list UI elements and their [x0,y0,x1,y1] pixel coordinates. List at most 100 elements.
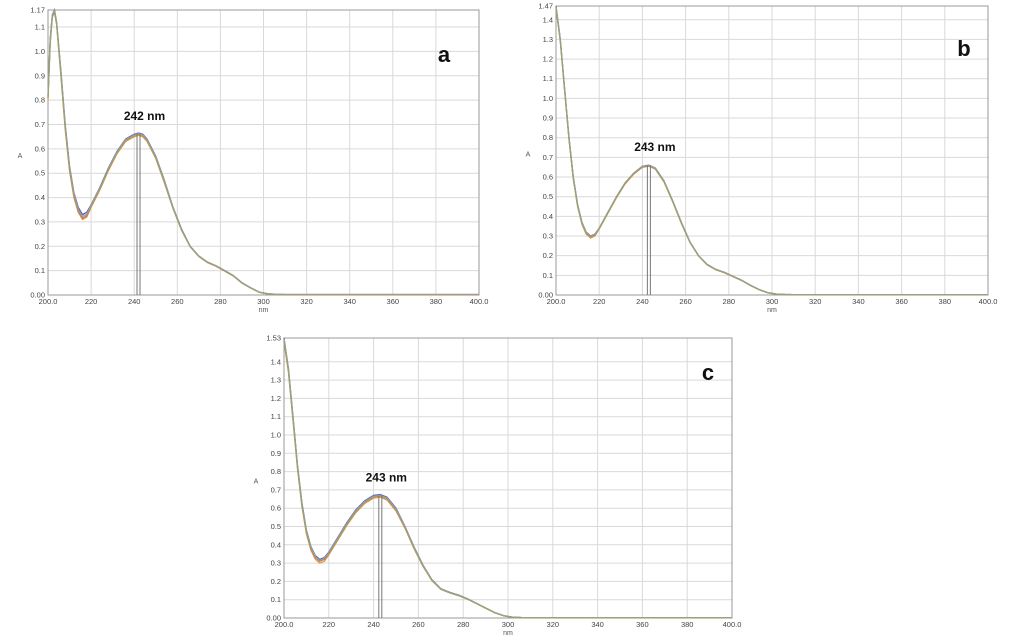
x-axis-label: nm [503,630,513,637]
series-line-c-4 [283,338,732,619]
y-tick-label: 0.5 [271,522,281,531]
grid-a [47,9,480,296]
y-tick-label: 0.6 [543,173,553,182]
x-tick-label: 400.0 [723,620,742,629]
y-tick-label: 0.6 [35,144,45,153]
x-tick-label: 300 [257,297,270,306]
y-tick-label: 0.8 [271,467,281,476]
x-tick-label: 320 [809,297,822,306]
y-tick-label: 0.7 [35,120,45,129]
x-tick-label: 280 [214,297,227,306]
x-axis-label: nm [767,307,777,314]
x-tick-label: 280 [723,297,736,306]
x-tick-label: 340 [343,297,356,306]
chart-panel-a: 200.0 220 240 260 280 300 320 340 360 380 400.0 0.0… [14,4,494,318]
x-tick-label: 380 [681,620,694,629]
y-tick-label: 0.2 [35,242,45,251]
y-tick-label: 0.00 [538,291,553,300]
series-line-b-4 [555,6,988,296]
x-tick-label: 260 [679,297,692,306]
plot-frame-b [555,5,989,296]
y-tick-label: 0.3 [35,217,45,226]
x-tick-label: 300 [502,620,515,629]
y-tick-label: 1.53 [266,334,281,343]
y-tick-label: 1.0 [35,47,45,56]
y-tick-label: 0.3 [271,559,281,568]
x-tick-label: 200.0 [547,297,566,306]
x-tick-label: 400.0 [470,297,489,306]
y-tick-label: 0.1 [543,271,553,280]
x-axis-label: nm [259,307,269,314]
y-axis-label: A [526,151,531,158]
x-tick-label: 320 [300,297,313,306]
y-tick-label: 1.47 [538,2,553,11]
y-tick-label: 0.4 [35,193,45,202]
y-tick-label: 0.1 [35,266,45,275]
chart-svg-a: 200.0 220 240 260 280 300 320 340 360 380 400.0 0.0… [18,6,489,315]
x-tick-label: 280 [457,620,470,629]
x-tick-label: 320 [547,620,560,629]
x-tick-label: 360 [895,297,908,306]
y-tick-label: 0.9 [271,449,281,458]
x-tick-label: 340 [852,297,865,306]
y-tick-label: 1.3 [271,376,281,385]
x-tick-label: 220 [323,620,336,629]
x-tick-label: 240 [636,297,649,306]
x-tick-label: 240 [367,620,380,629]
y-tick-label: 0.5 [543,192,553,201]
y-tick-label: 1.2 [271,394,281,403]
x-tick-label: 380 [430,297,443,306]
x-tick-label: 200.0 [39,297,58,306]
y-tick-label: 0.4 [543,212,553,221]
y-tick-label: 0.5 [35,169,45,178]
x-tick-label: 200.0 [275,620,294,629]
x-tick-label: 260 [412,620,425,629]
y-tick-label: 0.3 [543,232,553,241]
y-tick-label: 1.4 [271,357,281,366]
y-tick-label: 0.9 [35,71,45,80]
y-tick-label: 1.3 [543,35,553,44]
grid-b [555,5,989,296]
y-tick-label: 0.7 [271,485,281,494]
y-tick-label: 0.2 [543,251,553,260]
y-tick-label: 1.1 [271,412,281,421]
y-tick-label: 1.0 [543,94,553,103]
y-tick-label: 0.4 [271,540,281,549]
panel-letter-a: a [438,42,451,67]
y-tick-label: 1.2 [543,55,553,64]
x-tick-label: 340 [591,620,604,629]
x-tick-label: 360 [387,297,400,306]
x-tick-label: 260 [171,297,184,306]
y-tick-label: 1.17 [30,6,45,15]
y-tick-label: 0.00 [30,291,45,300]
peak-label-b: 243 nm [634,140,675,154]
grid-c [283,337,733,619]
x-tick-label: 400.0 [979,297,998,306]
y-axis-label: A [18,153,23,160]
y-tick-label: 0.1 [271,595,281,604]
chart-panel-b: 200.0 220 240 260 280 300 320 340 360 380 400.0 0.0… [524,2,1009,318]
y-tick-label: 0.7 [543,153,553,162]
x-tick-label: 220 [593,297,606,306]
x-tick-label: 360 [636,620,649,629]
x-tick-label: 240 [128,297,141,306]
plot-frame-a [47,9,480,296]
plot-frame-c [283,337,733,619]
x-tick-label: 220 [85,297,98,306]
panel-letter-c: c [702,360,714,385]
chart-panel-c: 200.0 220 240 260 280 300 320 340 360 380 400.0 0.0… [252,332,742,640]
y-axis-label: A [254,479,259,486]
y-tick-label: 0.8 [35,96,45,105]
y-tick-label: 1.1 [35,23,45,32]
peak-label-a: 242 nm [124,109,165,123]
y-tick-label: 1.1 [543,74,553,83]
panel-letter-b: b [957,36,970,61]
x-tick-label: 380 [939,297,952,306]
y-tick-label: 0.9 [543,114,553,123]
y-tick-label: 1.0 [271,430,281,439]
peak-label-c: 243 nm [366,470,407,484]
y-tick-label: 0.8 [543,133,553,142]
chart-svg-b: 200.0 220 240 260 280 300 320 340 360 380 400.0 0.0… [526,2,998,315]
x-tick-label: 300 [766,297,779,306]
y-tick-label: 0.2 [271,577,281,586]
